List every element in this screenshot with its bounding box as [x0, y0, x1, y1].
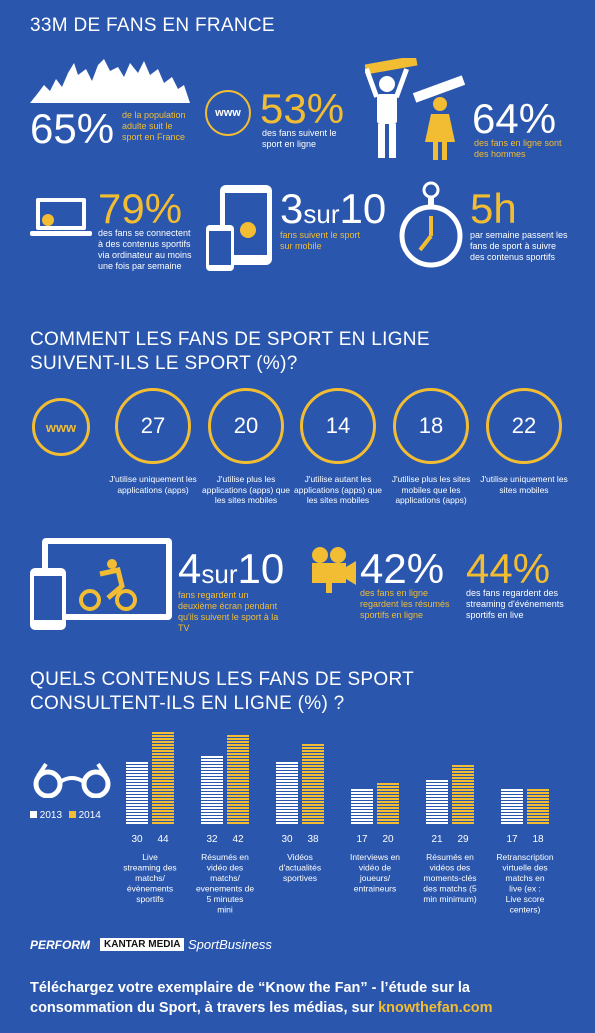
bar-value-2013-5: 17 [506, 834, 518, 845]
stat-44-value: 44% [466, 545, 551, 592]
footer-cta: Téléchargez votre exemplaire de “Know th… [30, 978, 570, 1018]
stat-65-text: de la population adulte suit le sport en… [122, 110, 186, 142]
stat-5h-value: 5h [470, 185, 517, 232]
crowd-icon [30, 59, 190, 103]
bar-2013-1 [201, 756, 223, 824]
logo-sportbusiness: SportBusiness [188, 937, 272, 952]
bar-value-2013-3: 17 [356, 834, 368, 845]
bar-2014-3 [377, 783, 399, 824]
legend-2014-label: 2014 [78, 810, 101, 821]
bar-2014-5 [527, 789, 549, 824]
circle-22-label: J'utilise uniquement les sites mobiles [480, 474, 568, 495]
bar-value-2013-2: 30 [281, 834, 293, 845]
stat-4sur10-text: fans regardent un deuxième écran pendant… [178, 590, 279, 633]
legend-2014-swatch [68, 811, 76, 818]
logo-perform: PERFORM [30, 938, 90, 952]
glasses-icon [33, 762, 111, 798]
stat-64-value: 64% [472, 95, 557, 142]
circle-22: 22 [486, 388, 562, 464]
bar-value-2014-0: 44 [157, 834, 169, 845]
bar-2014-2 [302, 744, 324, 824]
stat-53-text: des fans suivent le sport en ligne [262, 128, 337, 149]
category-label-2: Vidéos d'actualités sportives [279, 852, 321, 883]
logo-kantar-media: KANTAR MEDIA [100, 938, 185, 951]
circle-18-label: J'utilise plus les sites mobiles que les… [391, 474, 471, 505]
stat-64-text: des fans en ligne sont des hommes [474, 138, 562, 159]
stat-42-text: des fans en ligne regardent les résumés … [360, 588, 450, 620]
bar-value-2014-2: 38 [307, 834, 319, 845]
www-icon-2: www [32, 398, 90, 456]
bar-2014-4 [452, 765, 474, 824]
stat-4sur10: 4sur10 [178, 548, 284, 590]
stat-44-text: des fans regardent des streaming d'événe… [466, 588, 564, 620]
bar-2014-0 [152, 732, 174, 824]
bar-value-2014-3: 20 [382, 834, 394, 845]
circle-20-label: J'utilise plus les applications (apps) q… [202, 474, 290, 505]
stat-42-value: 42% [360, 545, 445, 592]
section2-title-line2: SUIVENT-ILS LE SPORT (%)? [30, 353, 298, 374]
bar-value-2014-5: 18 [532, 834, 544, 845]
content-bar-chart: 30 44 Live streaming des matchs/évènements sp… [123, 732, 554, 915]
circle-18: 18 [393, 388, 469, 464]
section3-title: QUELS CONTENUS LES FANS DE SPORT CONSULT… [30, 668, 414, 716]
bar-value-2013-0: 30 [131, 834, 143, 845]
stat-4sur10-num: 4 [178, 545, 202, 592]
bar-value-2013-1: 32 [206, 834, 218, 845]
footer-cta-link[interactable]: knowthefan.com [378, 1000, 493, 1016]
stat-3sur10-text: fans suivent le sport sur mobile [280, 230, 361, 251]
section3-title-line2: CONSULTENT-ILS EN LIGNE (%) ? [30, 693, 345, 714]
circle-14-label: J'utilise autant les applications (apps)… [294, 474, 382, 505]
category-label-0: Live streaming des matchs/évènements sporti… [123, 852, 176, 904]
movie-camera-icon [312, 547, 356, 593]
section2-title-line1: COMMENT LES FANS DE SPORT EN LIGNE [30, 329, 430, 350]
laptop-icon [30, 198, 92, 236]
category-label-4: Résumés en vidéos des moments-clés des matc… [423, 852, 477, 904]
bar-2014-1 [227, 735, 249, 824]
circle-27-label: J'utilise uniquement les applications (a… [109, 474, 197, 495]
legend-2013-swatch [30, 811, 37, 818]
www-icon: www [205, 90, 251, 136]
tablet-phone-icon [206, 185, 272, 271]
bar-2013-2 [276, 762, 298, 824]
bar-2013-0 [126, 762, 148, 824]
stat-53-value: 53% [260, 85, 345, 132]
stat-79-text: des fans se connectent à des contenus sp… [98, 228, 192, 271]
bar-value-2014-4: 29 [457, 834, 469, 845]
category-label-1: Résumés en vidéo des matchs/evenements de 5… [196, 852, 254, 915]
section1-title: 33M DE FANS EN FRANCE [30, 15, 275, 36]
stat-3sur10-sur: sur [303, 199, 340, 229]
stat-65-value: 65% [30, 105, 115, 152]
circle-27: 27 [115, 388, 191, 464]
category-label-3: Interviews en vidéo de joueurs/entraineurs [350, 852, 400, 894]
stat-5h-text: par semaine passent les fans de sport à … [470, 230, 568, 262]
circle-20: 20 [208, 388, 284, 464]
bar-value-2014-1: 42 [232, 834, 244, 845]
circle-14: 14 [300, 388, 376, 464]
bar-2013-3 [351, 789, 373, 824]
bar-2013-4 [426, 780, 448, 824]
section2-title: COMMENT LES FANS DE SPORT EN LIGNE SUIVE… [30, 328, 430, 376]
tv-second-screen-icon [30, 538, 172, 630]
bar-2013-5 [501, 789, 523, 824]
footer-cta-text: Téléchargez votre exemplaire de “Know th… [30, 980, 470, 1016]
stat-3sur10: 3sur10 [280, 188, 386, 230]
fans-man-woman-icon [365, 58, 466, 160]
stat-4sur10-den: 10 [237, 545, 285, 592]
stat-79-value: 79% [98, 185, 183, 232]
chart-legend: 2013 2014 [30, 810, 101, 821]
stat-4sur10-sur: sur [201, 559, 238, 589]
legend-2013-label: 2013 [39, 810, 63, 821]
category-label-5: Retranscription virtuelle des matchs en liv… [496, 852, 553, 915]
stat-3sur10-num: 3 [280, 185, 304, 232]
stat-3sur10-den: 10 [339, 185, 387, 232]
bar-value-2013-4: 21 [431, 834, 443, 845]
stopwatch-icon [399, 181, 463, 268]
section3-title-line1: QUELS CONTENUS LES FANS DE SPORT [30, 669, 415, 690]
